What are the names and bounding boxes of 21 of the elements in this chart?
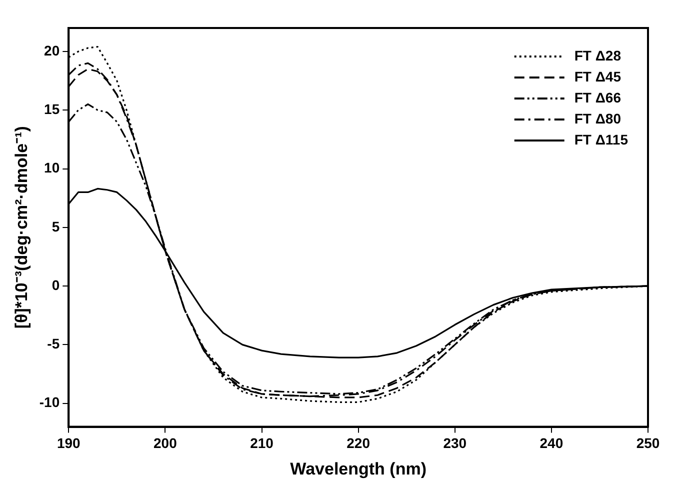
y-tick-label: 10 — [44, 160, 60, 176]
legend-label: FT Δ80 — [574, 110, 622, 126]
x-tick-label: 240 — [540, 435, 564, 452]
x-tick-label: 190 — [56, 435, 81, 452]
y-tick-label: -10 — [39, 394, 60, 410]
y-tick-label: 5 — [52, 218, 60, 234]
x-tick-label: 230 — [443, 435, 467, 452]
x-tick-label: 200 — [154, 435, 178, 452]
y-tick-label: -5 — [47, 336, 60, 352]
y-tick-label: 20 — [44, 42, 60, 58]
y-axis-title: [θ]*10⁻³(deg·cm²·dmole⁻¹) — [12, 126, 31, 329]
x-tick-label: 210 — [250, 435, 274, 452]
x-axis-title: Wavelength (nm) — [290, 459, 426, 478]
y-tick-label: 15 — [44, 100, 60, 117]
legend-label: FT Δ66 — [574, 89, 622, 106]
legend-label: FT Δ45 — [574, 68, 622, 84]
x-tick-label: 250 — [636, 435, 660, 452]
legend-label: FT Δ28 — [574, 47, 622, 64]
legend-label: FT Δ115 — [574, 131, 628, 148]
x-tick-label: 220 — [346, 435, 370, 452]
y-tick-label: 0 — [52, 276, 60, 293]
